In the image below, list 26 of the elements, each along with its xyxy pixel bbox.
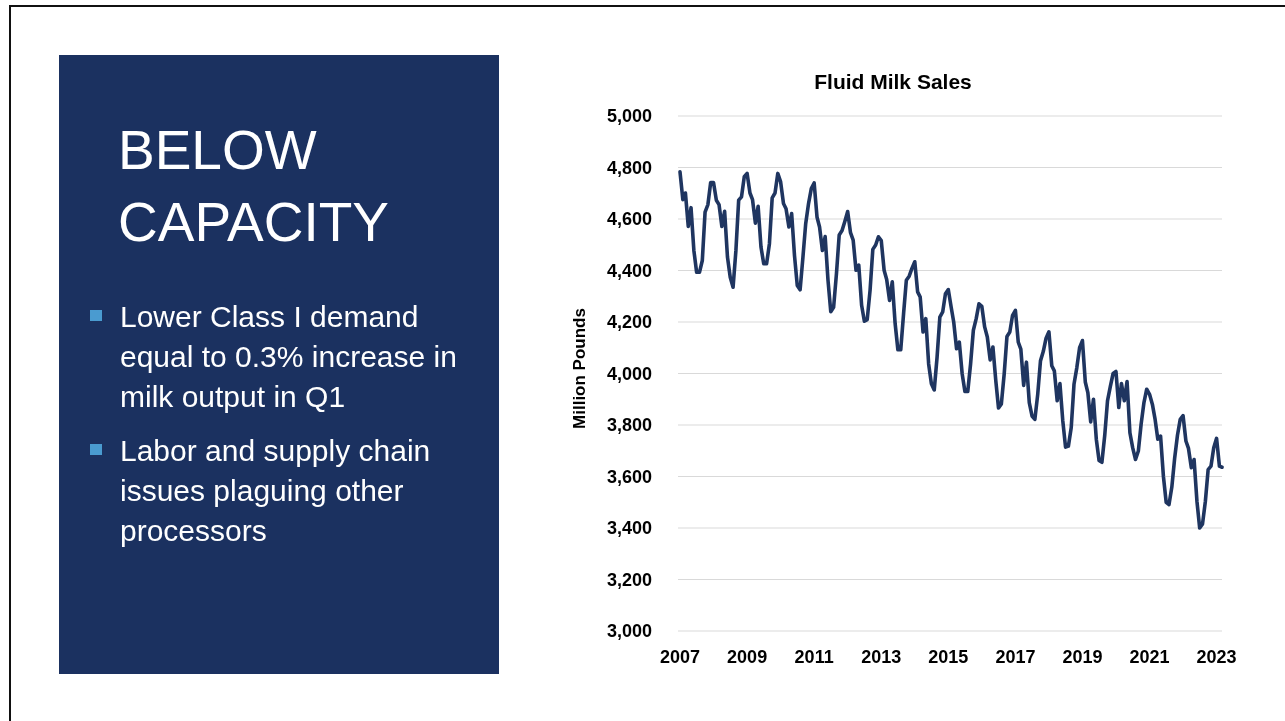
y-tick-label: 4,800 [606, 157, 652, 178]
y-tick-label: 3,800 [606, 415, 652, 436]
text: Labor and supply chain issues plaguing other processors [120, 434, 431, 547]
text: BELOW CAPACITY [118, 118, 390, 255]
x-tick-label: 2015 [928, 647, 969, 667]
x-tick-label: 2021 [1129, 647, 1170, 667]
text: Lower Class I demand equal to 0.3% increase in milk output in Q1 [120, 300, 457, 413]
chart-title: Fluid Milk Sales [814, 70, 972, 93]
x-tick-label: 2009 [727, 647, 768, 667]
y-tick-label: 4,000 [606, 363, 652, 384]
x-tick-label: 2011 [794, 647, 834, 667]
line-series [678, 170, 1224, 530]
y-tick-label: 5,000 [606, 106, 652, 127]
y-tick-label: 3,000 [606, 621, 652, 642]
x-tick-label: 2007 [659, 647, 701, 667]
x-tick-label: 2013 [861, 647, 902, 667]
y-axis-title: Million Pounds [570, 308, 589, 429]
y-tick-label: 3,600 [606, 466, 652, 487]
x-tick-label: 2017 [995, 647, 1036, 667]
y-tick-label: 3,400 [606, 518, 652, 539]
y-tick-label: 4,600 [606, 209, 652, 230]
y-tick-label: 3,200 [606, 569, 652, 590]
x-tick-label: 2023 [1196, 647, 1237, 667]
y-tick-label: 4,200 [606, 312, 652, 333]
x-tick-label: 2019 [1062, 647, 1103, 667]
y-tick-label: 4,400 [606, 260, 652, 281]
